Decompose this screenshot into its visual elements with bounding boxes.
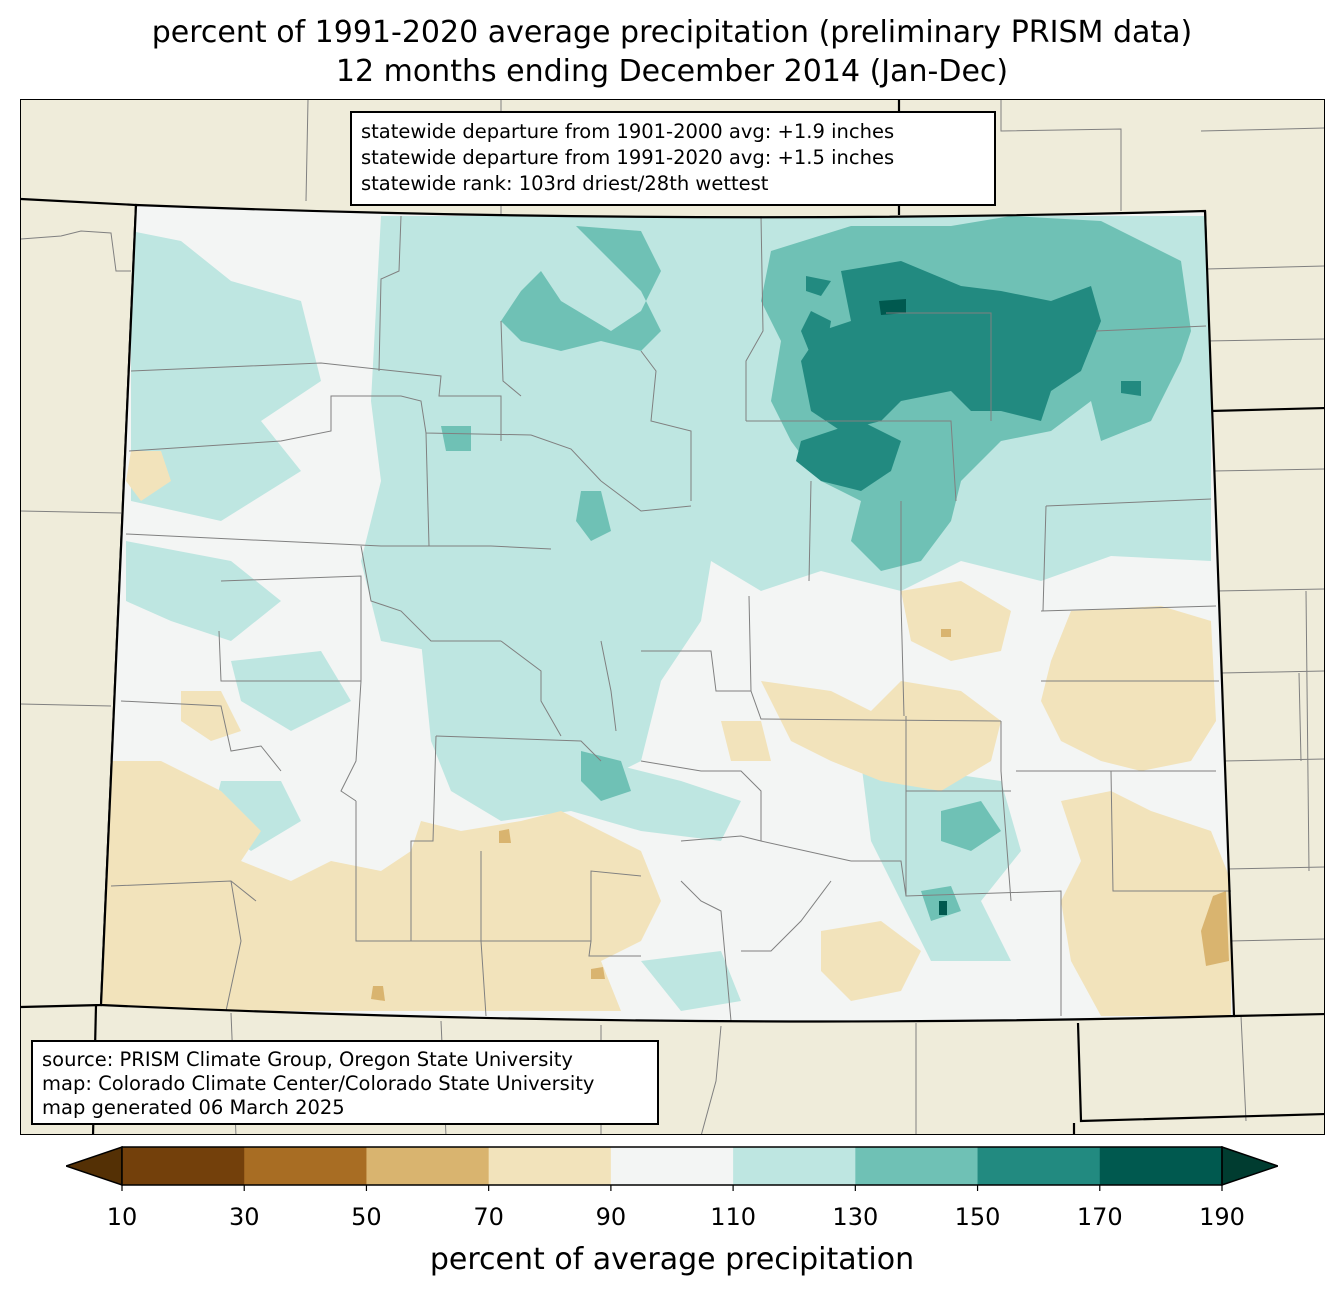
county-lines bbox=[110, 215, 1231, 1022]
colorbar-tick-label: 30 bbox=[228, 1203, 260, 1231]
colorbar-label: percent of average precipitation bbox=[429, 1242, 915, 1277]
colorbar-over-arrow bbox=[1221, 1145, 1278, 1187]
stats-departure-1901-2000: statewide departure from 1901-2000 avg: … bbox=[361, 120, 895, 143]
precipitation-map bbox=[21, 100, 1324, 1134]
band-70-90 bbox=[101, 451, 1231, 1016]
source-line: source: PRISM Climate Group, Oregon Stat… bbox=[42, 1048, 573, 1071]
band-150-170 bbox=[796, 261, 1141, 491]
colorbar-outline bbox=[121, 1146, 1223, 1186]
colorbar-bin bbox=[733, 1147, 856, 1185]
statewide-stats-box: statewide departure from 1901-2000 avg: … bbox=[350, 111, 996, 206]
colorbar-under-arrow bbox=[66, 1145, 123, 1187]
colorbar-tick-label: 150 bbox=[954, 1203, 1001, 1231]
band-50-70 bbox=[371, 629, 1229, 1001]
map-credit-line: map: Colorado Climate Center/Colorado St… bbox=[42, 1072, 595, 1095]
colorbar-tick-label: 50 bbox=[351, 1203, 382, 1231]
colorbar-bin bbox=[855, 1147, 979, 1185]
colorbar-tick-label: 170 bbox=[1076, 1203, 1123, 1231]
colorbar-bin bbox=[977, 1147, 1101, 1185]
stats-departure-1991-2020: statewide departure from 1991-2020 avg: … bbox=[361, 146, 895, 169]
colorado-border bbox=[99, 203, 1236, 1023]
map-frame bbox=[20, 99, 1325, 1135]
colorbar-bin bbox=[366, 1147, 490, 1185]
band-170-190 bbox=[879, 299, 947, 915]
colorbar-bin bbox=[488, 1147, 612, 1185]
generated-date-line: map generated 06 March 2025 bbox=[42, 1096, 345, 1119]
stats-rank: statewide rank: 103rd driest/28th wettes… bbox=[361, 172, 769, 195]
colorbar-bin bbox=[610, 1147, 734, 1185]
source-box: source: PRISM Climate Group, Oregon Stat… bbox=[31, 1040, 659, 1125]
precipitation-field bbox=[101, 205, 1234, 1022]
colorbar-bin bbox=[244, 1147, 367, 1185]
colorbar-tick-label: 130 bbox=[832, 1203, 879, 1231]
colorbar-bin bbox=[1099, 1147, 1223, 1185]
colorbar-tick-label: 90 bbox=[595, 1203, 627, 1231]
colorbar-tick-label: 190 bbox=[1199, 1203, 1245, 1231]
colorbar-bin bbox=[122, 1147, 245, 1185]
colorbar-tick-label: 10 bbox=[106, 1203, 138, 1231]
colorbar-tick-label: 110 bbox=[710, 1203, 757, 1231]
colorbar bbox=[66, 1145, 1278, 1191]
title-line-2: 12 months ending December 2014 (Jan-Dec) bbox=[335, 54, 1009, 89]
colorbar-bins bbox=[121, 1147, 1223, 1191]
colorbar-tick-label: 70 bbox=[473, 1203, 504, 1231]
title-line-1: percent of 1991-2020 average precipitati… bbox=[151, 15, 1193, 50]
